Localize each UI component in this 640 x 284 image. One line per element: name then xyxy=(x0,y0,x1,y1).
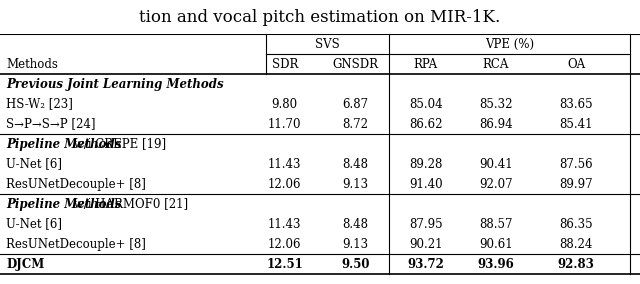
Text: 9.13: 9.13 xyxy=(342,237,368,250)
Text: HS-W₂ [23]: HS-W₂ [23] xyxy=(6,98,73,110)
Text: DJCM: DJCM xyxy=(6,258,45,270)
Text: 91.40: 91.40 xyxy=(409,178,442,191)
Text: 8.48: 8.48 xyxy=(342,218,368,231)
Text: 89.28: 89.28 xyxy=(409,158,442,170)
Text: 8.72: 8.72 xyxy=(342,118,368,131)
Text: 88.24: 88.24 xyxy=(559,237,593,250)
Text: Pipeline Methods: Pipeline Methods xyxy=(6,198,122,210)
Text: 8.48: 8.48 xyxy=(342,158,368,170)
Text: 85.41: 85.41 xyxy=(559,118,593,131)
Text: 88.57: 88.57 xyxy=(479,218,513,231)
Text: 11.43: 11.43 xyxy=(268,158,301,170)
Text: 89.97: 89.97 xyxy=(559,178,593,191)
Text: 93.96: 93.96 xyxy=(477,258,515,270)
Text: tion and vocal pitch estimation on MIR-1K.: tion and vocal pitch estimation on MIR-1… xyxy=(140,9,500,26)
Text: SDR: SDR xyxy=(271,58,298,70)
Text: w/i CREPE [19]: w/i CREPE [19] xyxy=(70,137,166,151)
Text: 9.80: 9.80 xyxy=(272,98,298,110)
Text: 12.06: 12.06 xyxy=(268,237,301,250)
Text: 86.94: 86.94 xyxy=(479,118,513,131)
Text: 87.95: 87.95 xyxy=(409,218,442,231)
Text: 11.43: 11.43 xyxy=(268,218,301,231)
Text: VPE (%): VPE (%) xyxy=(485,37,534,51)
Text: 6.87: 6.87 xyxy=(342,98,368,110)
Text: 12.51: 12.51 xyxy=(266,258,303,270)
Text: RPA: RPA xyxy=(413,58,438,70)
Text: RCA: RCA xyxy=(483,58,509,70)
Text: S→P→S→P [24]: S→P→S→P [24] xyxy=(6,118,96,131)
Text: SVS: SVS xyxy=(315,37,340,51)
Text: 11.70: 11.70 xyxy=(268,118,301,131)
Text: 86.62: 86.62 xyxy=(409,118,442,131)
Text: 9.50: 9.50 xyxy=(341,258,369,270)
Text: GNSDR: GNSDR xyxy=(332,58,378,70)
Text: 85.04: 85.04 xyxy=(409,98,442,110)
Text: w/i HARMOF0 [21]: w/i HARMOF0 [21] xyxy=(70,198,188,210)
Text: Pipeline Methods: Pipeline Methods xyxy=(6,137,122,151)
Text: Previous Joint Learning Methods: Previous Joint Learning Methods xyxy=(6,78,224,91)
Text: 90.61: 90.61 xyxy=(479,237,513,250)
Text: 90.21: 90.21 xyxy=(409,237,442,250)
Text: 90.41: 90.41 xyxy=(479,158,513,170)
Text: U-Net [6]: U-Net [6] xyxy=(6,218,63,231)
Text: ResUNetDecouple+ [8]: ResUNetDecouple+ [8] xyxy=(6,178,147,191)
Text: 92.83: 92.83 xyxy=(557,258,595,270)
Text: OA: OA xyxy=(567,58,585,70)
Text: Methods: Methods xyxy=(6,58,58,70)
Text: 87.56: 87.56 xyxy=(559,158,593,170)
Text: 12.06: 12.06 xyxy=(268,178,301,191)
Text: 93.72: 93.72 xyxy=(407,258,444,270)
Text: 83.65: 83.65 xyxy=(559,98,593,110)
Text: ResUNetDecouple+ [8]: ResUNetDecouple+ [8] xyxy=(6,237,147,250)
Text: 85.32: 85.32 xyxy=(479,98,513,110)
Text: 86.35: 86.35 xyxy=(559,218,593,231)
Text: 92.07: 92.07 xyxy=(479,178,513,191)
Text: 9.13: 9.13 xyxy=(342,178,368,191)
Text: U-Net [6]: U-Net [6] xyxy=(6,158,63,170)
